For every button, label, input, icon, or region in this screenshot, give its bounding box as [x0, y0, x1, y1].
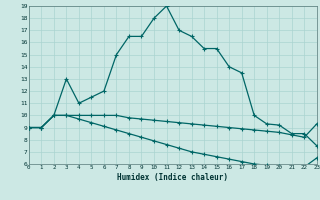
X-axis label: Humidex (Indice chaleur): Humidex (Indice chaleur)	[117, 173, 228, 182]
